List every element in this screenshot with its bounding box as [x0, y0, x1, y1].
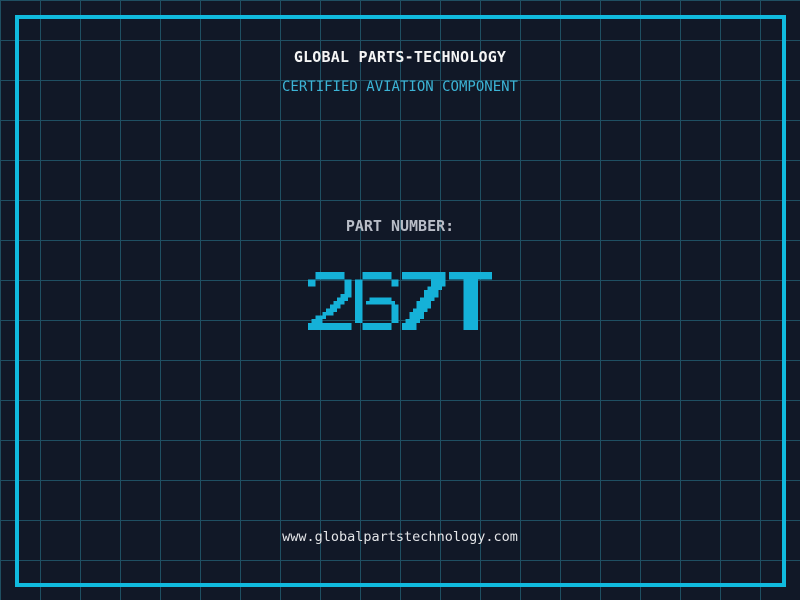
certification-subtitle: CERTIFIED AVIATION COMPONENT [281, 79, 518, 95]
part-number-label: PART NUMBER: [345, 217, 455, 235]
part-number-display [0, 272, 800, 330]
part-number-pixel-text [307, 272, 493, 330]
company-title: GLOBAL PARTS-TECHNOLOGY [293, 48, 507, 66]
website-url: www.globalpartstechnology.com [282, 529, 518, 545]
